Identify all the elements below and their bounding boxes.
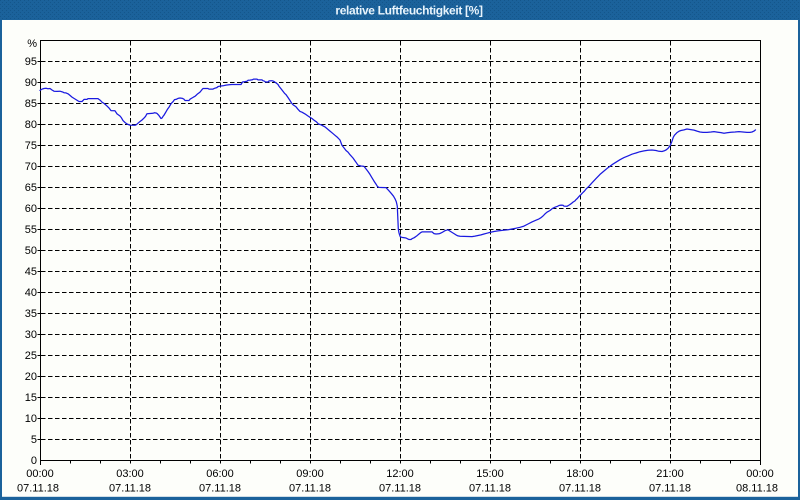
svg-text:60: 60 bbox=[25, 203, 37, 215]
svg-text:00:00: 00:00 bbox=[26, 468, 54, 480]
svg-text:07.11.18: 07.11.18 bbox=[109, 483, 151, 495]
svg-text:15: 15 bbox=[25, 392, 37, 404]
svg-text:20: 20 bbox=[25, 371, 37, 383]
svg-text:03:00: 03:00 bbox=[116, 468, 144, 480]
svg-text:55: 55 bbox=[25, 224, 37, 236]
svg-text:40: 40 bbox=[25, 287, 37, 299]
svg-text:5: 5 bbox=[31, 434, 37, 446]
svg-text:08.11.18: 08.11.18 bbox=[736, 483, 778, 495]
svg-text:06:00: 06:00 bbox=[206, 468, 234, 480]
svg-text:65: 65 bbox=[25, 182, 37, 194]
svg-text:18:00: 18:00 bbox=[566, 468, 594, 480]
svg-text:30: 30 bbox=[25, 329, 37, 341]
svg-text:07.11.18: 07.11.18 bbox=[649, 483, 691, 495]
svg-text:70: 70 bbox=[25, 161, 37, 173]
svg-text:21:00: 21:00 bbox=[656, 468, 684, 480]
svg-text:12:00: 12:00 bbox=[386, 468, 414, 480]
svg-text:00:00: 00:00 bbox=[746, 468, 774, 480]
svg-text:07.11.18: 07.11.18 bbox=[469, 483, 511, 495]
svg-text:45: 45 bbox=[25, 266, 37, 278]
svg-text:25: 25 bbox=[25, 350, 37, 362]
svg-text:%: % bbox=[27, 38, 37, 50]
svg-text:07.11.18: 07.11.18 bbox=[199, 483, 241, 495]
svg-text:09:00: 09:00 bbox=[296, 468, 324, 480]
svg-text:0: 0 bbox=[31, 455, 37, 467]
svg-text:07.11.18: 07.11.18 bbox=[379, 483, 421, 495]
svg-text:50: 50 bbox=[25, 245, 37, 257]
svg-text:relative Luftfeuchtigkeit [%]: relative Luftfeuchtigkeit [%] bbox=[335, 4, 483, 18]
svg-text:07.11.18: 07.11.18 bbox=[17, 483, 59, 495]
svg-text:07.11.18: 07.11.18 bbox=[289, 483, 331, 495]
svg-text:95: 95 bbox=[25, 56, 37, 68]
svg-text:85: 85 bbox=[25, 98, 37, 110]
svg-text:07.11.18: 07.11.18 bbox=[559, 483, 601, 495]
svg-text:35: 35 bbox=[25, 308, 37, 320]
svg-text:90: 90 bbox=[25, 77, 37, 89]
svg-text:10: 10 bbox=[25, 413, 37, 425]
svg-text:15:00: 15:00 bbox=[476, 468, 504, 480]
svg-text:75: 75 bbox=[25, 140, 37, 152]
svg-text:80: 80 bbox=[25, 119, 37, 131]
